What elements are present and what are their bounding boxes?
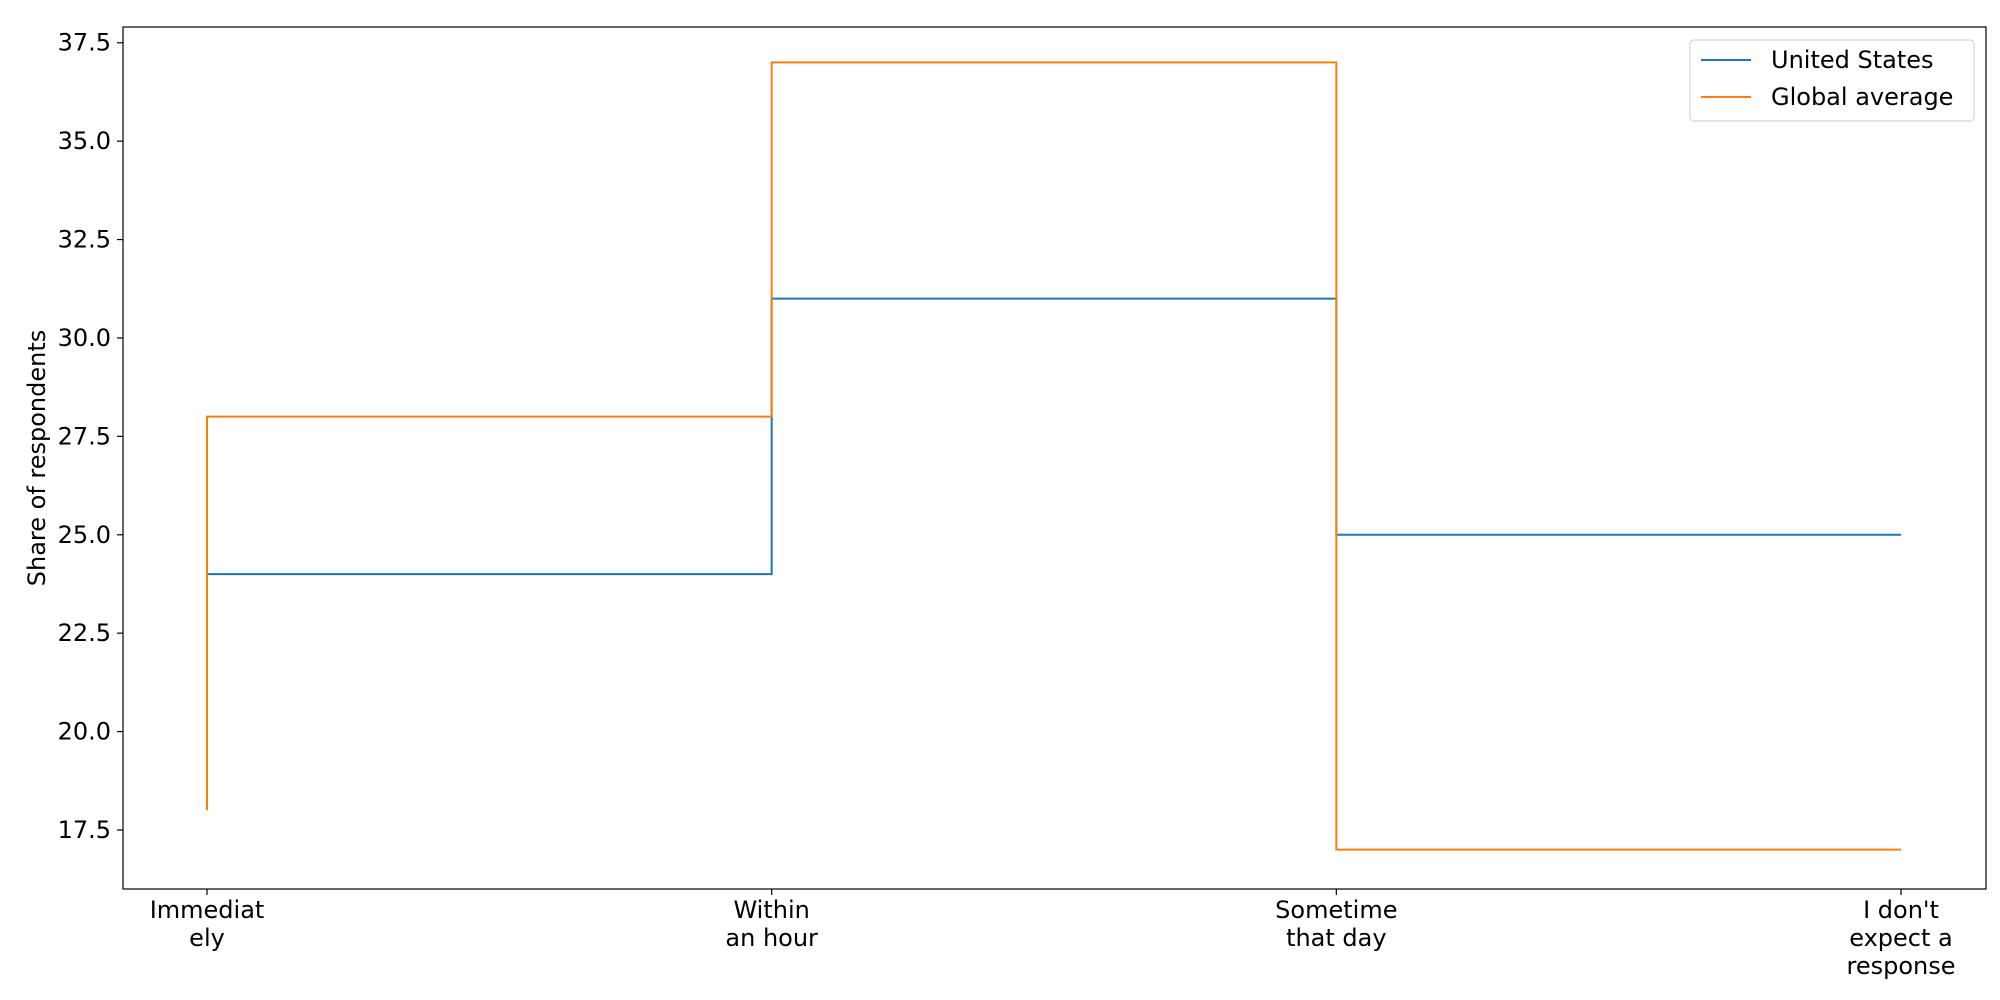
y-tick-label: 32.5 (58, 226, 111, 254)
legend-box (1689, 39, 1975, 122)
legend-label: United States (1771, 46, 1934, 74)
x-tick-label-line: that day (1286, 924, 1387, 952)
series-line (206, 61, 1901, 851)
x-tick-label-line: an hour (725, 924, 818, 952)
legend-label: Global average (1771, 83, 1953, 111)
legend: United States Global average (1689, 39, 1975, 122)
x-tick-label: I don't expect a response (1846, 896, 1955, 980)
x-tick-label: Immediat ely (150, 896, 265, 952)
y-tick-label: 22.5 (58, 619, 111, 647)
x-tick-label-line: Within (733, 896, 809, 924)
y-tick-label: 27.5 (58, 422, 111, 450)
y-axis-label: Share of respondents (23, 330, 51, 587)
series-layer (206, 61, 1901, 851)
x-tick-label-line: Sometime (1275, 896, 1397, 924)
x-tick-label: Within an hour (725, 896, 818, 952)
x-tick-label-line: ely (189, 924, 225, 952)
y-tick-label: 30.0 (58, 324, 111, 352)
x-tick-label-line: Immediat (150, 896, 265, 924)
x-tick-label-line: expect a (1849, 924, 1953, 952)
series-line (207, 297, 1901, 576)
y-tick-label: 35.0 (58, 127, 111, 155)
y-tick-label: 25.0 (58, 521, 111, 549)
y-tick-label: 20.0 (58, 718, 111, 746)
y-tick-label: 37.5 (58, 29, 111, 57)
y-tick-label: 17.5 (58, 816, 111, 844)
x-tick-label-line: I don't (1863, 896, 1939, 924)
x-tick-label-line: response (1846, 952, 1955, 980)
axes-layer: 17.5 20.0 22.5 25.0 27.5 30.0 32.5 35.0 37.5 Imme… (58, 26, 1987, 980)
plot-frame (122, 26, 1987, 890)
x-tick-label: Sometime that day (1275, 896, 1397, 952)
